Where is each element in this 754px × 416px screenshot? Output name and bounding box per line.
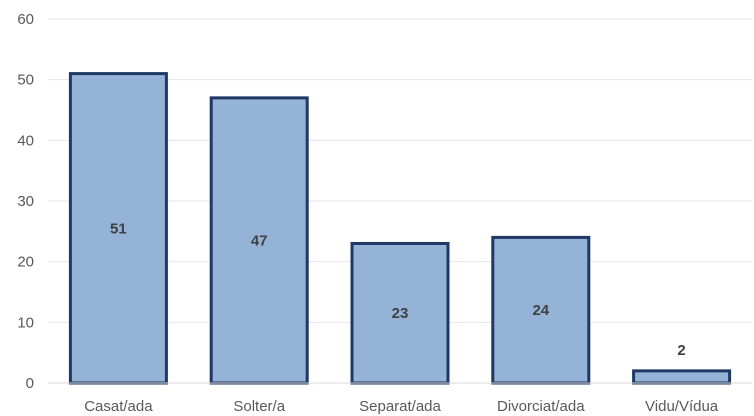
data-label: 24 <box>532 302 549 319</box>
x-category-label: Vidu/Vídua <box>645 398 719 415</box>
y-tick-label: 60 <box>17 11 34 28</box>
data-label: 23 <box>392 305 409 322</box>
x-category-label: Solter/a <box>233 398 285 415</box>
y-tick-label: 50 <box>17 72 34 89</box>
bar-vidu-v-dua <box>634 371 730 383</box>
y-tick-label: 20 <box>17 254 34 271</box>
y-tick-label: 0 <box>26 375 34 392</box>
y-axis-tick-labels: 0 10 20 30 40 50 60 <box>17 11 34 392</box>
y-tick-label: 30 <box>17 193 34 210</box>
y-tick-label: 40 <box>17 132 34 149</box>
x-category-label: Separat/ada <box>359 398 441 415</box>
bars <box>70 74 729 383</box>
x-category-label: Divorciat/ada <box>497 398 585 415</box>
data-label: 51 <box>110 220 127 237</box>
x-category-label: Casat/ada <box>84 398 153 415</box>
x-axis-category-labels: Casat/ada Solter/a Separat/ada Divorciat/ad… <box>84 398 719 415</box>
y-tick-label: 10 <box>17 314 34 331</box>
data-label: 2 <box>677 342 685 359</box>
data-label: 47 <box>251 232 268 249</box>
